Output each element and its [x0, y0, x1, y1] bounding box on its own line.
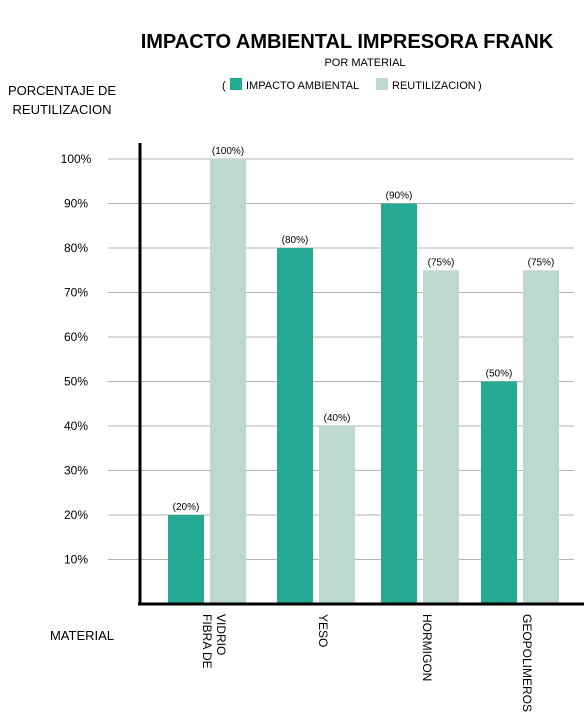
data-label: (75%)	[428, 257, 455, 268]
y-tick-label: 100%	[61, 152, 92, 166]
y-tick-label: 20%	[64, 508, 88, 522]
data-label: (80%)	[282, 235, 309, 246]
category-labels: FIBRA DE VIDRIO YESO HORMIGON GEOPOLIMEROS	[200, 614, 534, 712]
category-label: HORMIGON	[420, 614, 434, 681]
data-label: (75%)	[528, 257, 555, 268]
bar-reutilizacion	[319, 426, 355, 604]
category-label: FIBRA DE	[200, 614, 214, 669]
legend-label-reutilizacion: REUTILIZACION	[392, 80, 476, 92]
legend-label-impacto: IMPACTO AMBIENTAL	[246, 80, 359, 92]
category-label: YESO	[316, 614, 330, 647]
category-label: GEOPOLIMEROS	[520, 614, 534, 712]
legend: ( IMPACTO AMBIENTAL REUTILIZACION )	[222, 78, 482, 92]
bar-reutilizacion	[210, 159, 246, 604]
bar-impacto	[381, 203, 417, 604]
bars	[168, 159, 559, 604]
y-tick-label: 30%	[64, 464, 88, 478]
data-label: (90%)	[386, 191, 413, 202]
legend-close-paren: )	[478, 80, 482, 92]
legend-swatch-impacto	[230, 78, 242, 90]
y-tick-label: 90%	[64, 197, 88, 211]
data-label: (20%)	[173, 502, 200, 513]
y-tick-label: 60%	[64, 330, 88, 344]
bar-impacto	[277, 248, 313, 604]
x-axis-label: MATERIAL	[50, 628, 114, 643]
y-tick-label: 80%	[64, 241, 88, 255]
chart-title: IMPACTO AMBIENTAL IMPRESORA FRANK	[141, 31, 554, 53]
bar-impacto	[168, 515, 204, 604]
legend-open-paren: (	[222, 80, 226, 92]
y-tick-label: 50%	[64, 375, 88, 389]
data-label: (100%)	[212, 146, 244, 157]
y-tick-label: 10%	[64, 553, 88, 567]
chart-subtitle: POR MATERIAL	[324, 57, 405, 69]
data-label: (40%)	[324, 413, 351, 424]
data-labels: (20%) (100%) (80%) (40%) (90%) (75%) (50%) (75%…	[173, 146, 555, 513]
y-axis-label-line2: REUTILIZACION	[13, 102, 112, 117]
y-tick-label: 70%	[64, 286, 88, 300]
bar-reutilizacion	[523, 270, 559, 604]
y-tick-label: 40%	[64, 419, 88, 433]
bar-impacto	[481, 381, 517, 604]
y-tick-labels: 10% 20% 30% 40% 50% 60% 70% 80% 90% 100%	[61, 152, 92, 567]
data-label: (50%)	[486, 369, 513, 380]
bar-reutilizacion	[423, 270, 459, 604]
category-label: VIDRIO	[214, 614, 228, 655]
y-axis-label-line1: PORCENTAJE DE	[8, 83, 116, 98]
legend-swatch-reutilizacion	[376, 78, 388, 90]
